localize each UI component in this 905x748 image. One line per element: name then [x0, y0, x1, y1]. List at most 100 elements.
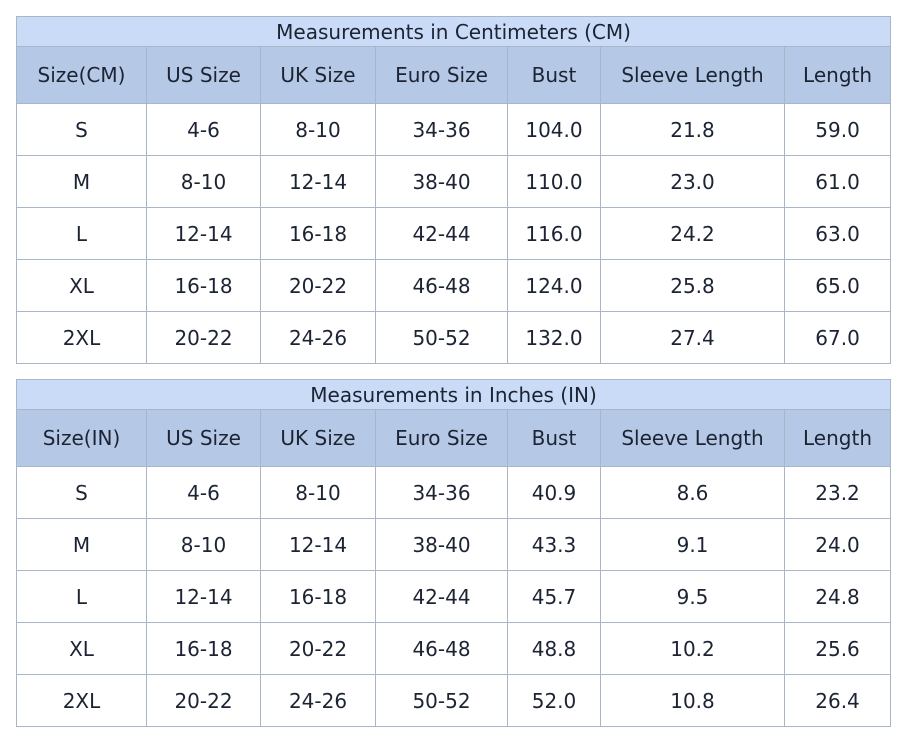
cell: 24.8: [783, 570, 892, 623]
measurement-table: Measurements in Centimeters (CM) Size(CM)…: [15, 16, 892, 364]
cell: S: [16, 466, 147, 519]
cell: 116.0: [507, 207, 601, 260]
cell: 34-36: [375, 466, 508, 519]
cell: 16-18: [260, 570, 376, 623]
header-row: Size(IN) US Size UK Size Euro Size Bust Sleev…: [16, 409, 892, 467]
cell: 8-10: [146, 155, 261, 208]
cell: 50-52: [375, 311, 508, 364]
data-row: S 4-6 8-10 34-36 104.0 21.8 59.0: [16, 103, 892, 156]
column-header: Sleeve Length: [600, 409, 785, 467]
cell: 67.0: [783, 311, 892, 364]
cell: 4-6: [146, 466, 261, 519]
cell: 24.0: [783, 518, 892, 571]
cell: 23.2: [783, 466, 892, 519]
cell: 12-14: [260, 155, 376, 208]
cell: 24.2: [600, 207, 785, 260]
cell: 42-44: [375, 207, 508, 260]
table-title: Measurements in Inches (IN): [15, 379, 892, 410]
cell: 25.8: [600, 259, 785, 312]
cell: M: [16, 155, 147, 208]
data-row: XL 16-18 20-22 46-48 124.0 25.8 65.0: [16, 259, 892, 312]
data-row: L 12-14 16-18 42-44 116.0 24.2 63.0: [16, 207, 892, 260]
cell: 63.0: [783, 207, 892, 260]
cell: 23.0: [600, 155, 785, 208]
cell: M: [16, 518, 147, 571]
column-header: US Size: [146, 46, 261, 104]
cell: 43.3: [507, 518, 601, 571]
cell: 2XL: [16, 674, 147, 727]
cell: 20-22: [146, 311, 261, 364]
data-row: M 8-10 12-14 38-40 110.0 23.0 61.0: [16, 155, 892, 208]
column-header: UK Size: [260, 409, 376, 467]
column-header: Bust: [507, 409, 601, 467]
cell: L: [16, 570, 147, 623]
cell: 124.0: [507, 259, 601, 312]
cell: 46-48: [375, 622, 508, 675]
column-header: Euro Size: [375, 409, 508, 467]
column-header: UK Size: [260, 46, 376, 104]
cell: 8.6: [600, 466, 785, 519]
cell: 10.8: [600, 674, 785, 727]
cell: 34-36: [375, 103, 508, 156]
cell: L: [16, 207, 147, 260]
cell: 16-18: [146, 622, 261, 675]
cell: 16-18: [146, 259, 261, 312]
data-row: L 12-14 16-18 42-44 45.7 9.5 24.8: [16, 570, 892, 623]
data-row: M 8-10 12-14 38-40 43.3 9.1 24.0: [16, 518, 892, 571]
cell: 61.0: [783, 155, 892, 208]
cell: 20-22: [260, 259, 376, 312]
column-header: Euro Size: [375, 46, 508, 104]
cell: 65.0: [783, 259, 892, 312]
cell: 110.0: [507, 155, 601, 208]
cell: 4-6: [146, 103, 261, 156]
data-row: S 4-6 8-10 34-36 40.9 8.6 23.2: [16, 466, 892, 519]
cell: 40.9: [507, 466, 601, 519]
cell: 48.8: [507, 622, 601, 675]
cell: 24-26: [260, 674, 376, 727]
cell: 12-14: [146, 207, 261, 260]
cell: 52.0: [507, 674, 601, 727]
cell: 9.1: [600, 518, 785, 571]
cell: 132.0: [507, 311, 601, 364]
header-row: Size(CM) US Size UK Size Euro Size Bust Sleev…: [16, 46, 892, 104]
cell: XL: [16, 259, 147, 312]
cell: 2XL: [16, 311, 147, 364]
cell: 59.0: [783, 103, 892, 156]
column-header: Size(CM): [16, 46, 147, 104]
cell: 12-14: [146, 570, 261, 623]
cell: 25.6: [783, 622, 892, 675]
cell: 45.7: [507, 570, 601, 623]
cell: 46-48: [375, 259, 508, 312]
data-row: XL 16-18 20-22 46-48 48.8 10.2 25.6: [16, 622, 892, 675]
cell: 21.8: [600, 103, 785, 156]
column-header: Size(IN): [16, 409, 147, 467]
column-header: Sleeve Length: [600, 46, 785, 104]
cell: 38-40: [375, 518, 508, 571]
title-row: Measurements in Inches (IN): [15, 379, 892, 410]
cell: 8-10: [146, 518, 261, 571]
title-row: Measurements in Centimeters (CM): [15, 16, 892, 47]
cell: 10.2: [600, 622, 785, 675]
table-title: Measurements in Centimeters (CM): [15, 16, 892, 47]
cell: 20-22: [260, 622, 376, 675]
column-header: Length: [783, 46, 892, 104]
cell: 50-52: [375, 674, 508, 727]
cell: 20-22: [146, 674, 261, 727]
cell: 38-40: [375, 155, 508, 208]
column-header: Bust: [507, 46, 601, 104]
cell: 42-44: [375, 570, 508, 623]
cell: 9.5: [600, 570, 785, 623]
column-header: US Size: [146, 409, 261, 467]
cell: 8-10: [260, 103, 376, 156]
cell: 104.0: [507, 103, 601, 156]
cell: 8-10: [260, 466, 376, 519]
measurement-table: Measurements in Inches (IN) Size(IN) US Si…: [15, 379, 892, 727]
data-row: 2XL 20-22 24-26 50-52 52.0 10.8 26.4: [16, 674, 892, 727]
data-row: 2XL 20-22 24-26 50-52 132.0 27.4 67.0: [16, 311, 892, 364]
cell: S: [16, 103, 147, 156]
cell: 12-14: [260, 518, 376, 571]
cell: 26.4: [783, 674, 892, 727]
cell: XL: [16, 622, 147, 675]
column-header: Length: [783, 409, 892, 467]
